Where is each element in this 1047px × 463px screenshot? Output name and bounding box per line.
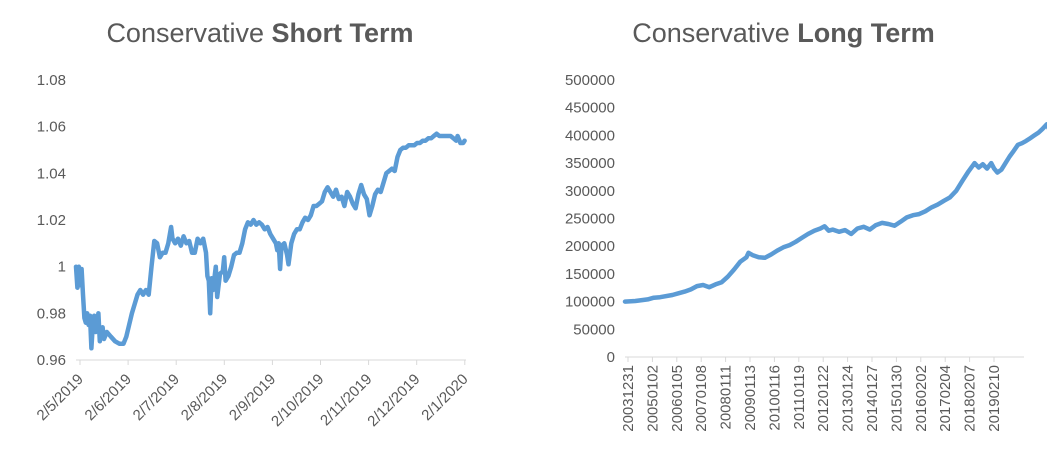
x-tick-label: 20060105 bbox=[669, 365, 686, 432]
y-tick-label: 200000 bbox=[565, 238, 615, 255]
y-tick-label: 0 bbox=[607, 349, 615, 366]
y-tick-label: 50000 bbox=[573, 321, 615, 338]
y-tick-label: 350000 bbox=[565, 155, 615, 172]
y-tick-label: 1.06 bbox=[37, 119, 66, 136]
chart-title-emphasis: Long Term bbox=[797, 18, 935, 48]
y-tick-label: 0.98 bbox=[37, 305, 66, 322]
x-tick-label: 2/12/2019 bbox=[364, 371, 423, 430]
x-tick-label: 20130124 bbox=[840, 365, 857, 432]
y-tick-label: 100000 bbox=[565, 294, 615, 311]
y-tick-label: 1 bbox=[58, 259, 66, 276]
x-tick-label: 20090113 bbox=[742, 365, 759, 431]
chart-title: Conservative Short Term bbox=[0, 18, 520, 49]
x-tick-label: 20140127 bbox=[864, 365, 881, 432]
x-tick-label: 20170204 bbox=[937, 365, 954, 432]
x-tick-label: 2/6/2019 bbox=[82, 371, 135, 424]
x-tick-label: 20080111 bbox=[718, 365, 735, 430]
x-tick-label: 2/10/2019 bbox=[268, 371, 327, 430]
y-tick-label: 450000 bbox=[565, 100, 615, 117]
y-tick-label: 150000 bbox=[565, 266, 615, 283]
chart-title-emphasis: Short Term bbox=[271, 18, 414, 48]
x-tick-label: 20160202 bbox=[913, 365, 930, 432]
x-tick-label: 20120122 bbox=[815, 365, 832, 432]
x-tick-label: 20031231 bbox=[620, 365, 637, 432]
chart-title-prefix: Conservative bbox=[106, 18, 265, 48]
y-tick-label: 1.04 bbox=[37, 165, 66, 182]
chart-long-term: Conservative Long Term 0 50000 100000 15000… bbox=[520, 0, 1047, 463]
chart-title-prefix: Conservative bbox=[632, 18, 790, 48]
x-tick-label: 2/8/2019 bbox=[178, 371, 231, 424]
y-tick-label: 1.02 bbox=[37, 212, 66, 229]
x-tick-label: 20150130 bbox=[888, 365, 905, 432]
y-tick-label: 300000 bbox=[565, 183, 615, 200]
long-term-plot: 0 50000 100000 150000 200000 250000 300000 3500… bbox=[565, 72, 1047, 432]
y-tick-label: 500000 bbox=[565, 72, 615, 89]
y-tick-label: 400000 bbox=[565, 127, 615, 144]
x-tick-label: 20070108 bbox=[693, 365, 710, 432]
x-tick-label: 20110119 bbox=[791, 365, 808, 430]
y-tick-label: 1.08 bbox=[37, 72, 66, 89]
series-line bbox=[73, 131, 467, 351]
x-tick-label: 20100116 bbox=[766, 365, 783, 431]
x-tick-label: 2/7/2019 bbox=[130, 371, 183, 424]
x-tick-label: 2/5/2019 bbox=[34, 371, 87, 424]
x-tick-label: 20190210 bbox=[986, 365, 1003, 432]
x-tick-label: 20050102 bbox=[644, 365, 661, 432]
x-tick-label: 2/1/2020 bbox=[418, 371, 471, 424]
chart-title: Conservative Long Term bbox=[520, 18, 1047, 49]
x-tick-label: 20180207 bbox=[962, 365, 979, 432]
short-term-plot: 0.96 0.98 1 1.02 1.04 1.06 1.08 2/5/20192/6/201… bbox=[34, 72, 472, 430]
y-tick-label: 250000 bbox=[565, 211, 615, 228]
y-tick-label: 0.96 bbox=[37, 352, 66, 369]
series-line bbox=[622, 122, 1047, 304]
chart-short-term: Conservative Short Term 0.96 0.98 1 1.02 1.0… bbox=[0, 0, 520, 463]
